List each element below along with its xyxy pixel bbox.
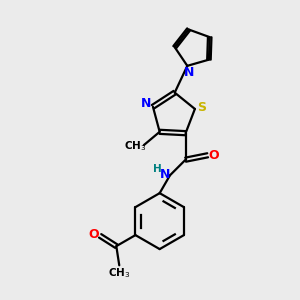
Text: H: H bbox=[153, 164, 162, 174]
Text: S: S bbox=[197, 101, 206, 114]
Text: O: O bbox=[88, 228, 99, 241]
Text: O: O bbox=[209, 149, 220, 162]
Text: CH$_3$: CH$_3$ bbox=[124, 140, 146, 153]
Text: N: N bbox=[160, 168, 170, 181]
Text: CH$_3$: CH$_3$ bbox=[108, 267, 130, 280]
Text: N: N bbox=[184, 66, 194, 79]
Text: N: N bbox=[141, 97, 152, 110]
